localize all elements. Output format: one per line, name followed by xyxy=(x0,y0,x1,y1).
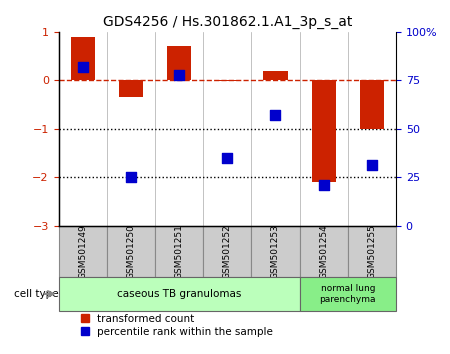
Text: GSM501254: GSM501254 xyxy=(319,224,328,279)
Bar xyxy=(252,226,300,277)
Text: GSM501250: GSM501250 xyxy=(126,224,135,279)
Bar xyxy=(263,71,288,80)
Bar xyxy=(155,226,203,277)
Bar xyxy=(203,226,252,277)
Text: cell type: cell type xyxy=(14,289,58,299)
Point xyxy=(320,182,327,187)
Point xyxy=(368,162,375,168)
Title: GDS4256 / Hs.301862.1.A1_3p_s_at: GDS4256 / Hs.301862.1.A1_3p_s_at xyxy=(103,16,352,29)
Text: GSM501249: GSM501249 xyxy=(78,224,87,279)
Bar xyxy=(58,226,107,277)
Point xyxy=(176,72,183,77)
Bar xyxy=(300,226,348,277)
Point xyxy=(79,64,86,70)
Bar xyxy=(360,80,384,129)
Legend: transformed count, percentile rank within the sample: transformed count, percentile rank withi… xyxy=(81,314,273,337)
Bar xyxy=(167,46,191,80)
Text: GSM501253: GSM501253 xyxy=(271,224,280,279)
Bar xyxy=(58,277,300,310)
Bar xyxy=(215,80,239,81)
Text: GSM501255: GSM501255 xyxy=(367,224,376,279)
Bar xyxy=(311,80,336,182)
Text: normal lung
parenchyma: normal lung parenchyma xyxy=(320,284,376,304)
Bar xyxy=(71,37,94,80)
Point xyxy=(127,175,135,180)
Bar xyxy=(300,277,396,310)
Text: caseous TB granulomas: caseous TB granulomas xyxy=(117,289,241,299)
Bar xyxy=(119,80,143,97)
Bar xyxy=(348,226,396,277)
Text: GSM501251: GSM501251 xyxy=(175,224,184,279)
Bar xyxy=(107,226,155,277)
Point xyxy=(224,155,231,161)
Text: GSM501252: GSM501252 xyxy=(223,224,232,279)
Point xyxy=(272,113,279,118)
